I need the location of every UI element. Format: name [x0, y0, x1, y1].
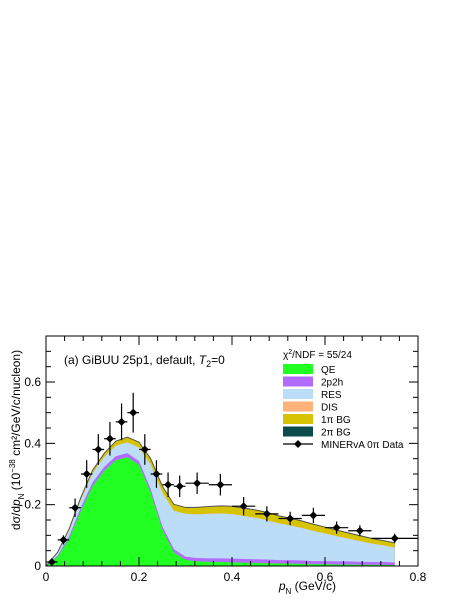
- x-axis-label: pN (GeV/c): [278, 579, 336, 596]
- data-points: [46, 392, 418, 567]
- legend-entry: RES: [283, 389, 342, 401]
- svg-text:MINERvA 0π Data: MINERvA 0π Data: [321, 440, 404, 451]
- data-point: [127, 392, 139, 433]
- legend-entry: MINERvA 0π Data: [283, 440, 404, 451]
- x-tick-label: 0.8: [410, 570, 427, 584]
- svg-text:DIS: DIS: [321, 403, 338, 414]
- data-point: [46, 558, 58, 567]
- legend-entry: QE: [283, 364, 336, 376]
- data-point: [325, 521, 349, 534]
- area-qe: [46, 457, 395, 566]
- data-point: [255, 506, 279, 522]
- chi2-label: χ2/NDF = 55/24: [283, 349, 352, 361]
- data-point: [162, 472, 174, 497]
- data-point: [185, 472, 209, 494]
- data-point: [139, 434, 151, 465]
- data-point: [301, 507, 325, 524]
- y-tick-label: 0.2: [24, 498, 41, 512]
- legend-entry: 2p2h: [283, 376, 343, 389]
- y-axis-label: dσ/dpN (10−38 cm²/GeV/c/nucleon): [8, 350, 26, 530]
- x-tick-label: 0.6: [317, 570, 334, 584]
- model-annotation: (a) GiBUU 25p1, default, T2=0: [64, 353, 225, 369]
- data-point: [208, 474, 232, 496]
- data-point: [173, 475, 186, 497]
- data-point: [115, 403, 128, 441]
- stacked-areas: [45, 436, 395, 567]
- svg-text:2π BG: 2π BG: [321, 428, 351, 439]
- data-point: [69, 498, 81, 517]
- svg-text:RES: RES: [321, 390, 342, 401]
- data-point: [57, 535, 70, 545]
- svg-text:QE: QE: [321, 365, 336, 376]
- y-tick-label: 0.6: [24, 375, 41, 389]
- axis-ticks: 0 0.2 0.4 0.6 0.8 0 0.2 0.4 0.6: [24, 335, 427, 584]
- x-tick-label: 0.4: [224, 570, 241, 584]
- data-point: [104, 421, 116, 456]
- data-point: [278, 511, 302, 526]
- data-point: [348, 525, 372, 537]
- data-point: [150, 460, 163, 488]
- y-tick-label: 0: [34, 559, 41, 573]
- x-tick-label: 0: [43, 570, 50, 584]
- x-tick-label: 0.2: [131, 570, 148, 584]
- y-tick-label: 0.4: [24, 436, 41, 450]
- data-point: [232, 497, 256, 516]
- legend-entry: 2π BG: [283, 426, 351, 439]
- data-point: [371, 533, 418, 543]
- legend-entry: DIS: [283, 401, 338, 414]
- legend-entry: 1π BG: [283, 414, 351, 426]
- svg-text:2p2h: 2p2h: [321, 378, 343, 389]
- svg-text:1π BG: 1π BG: [321, 415, 351, 426]
- data-point: [92, 434, 105, 465]
- data-point: [80, 460, 93, 488]
